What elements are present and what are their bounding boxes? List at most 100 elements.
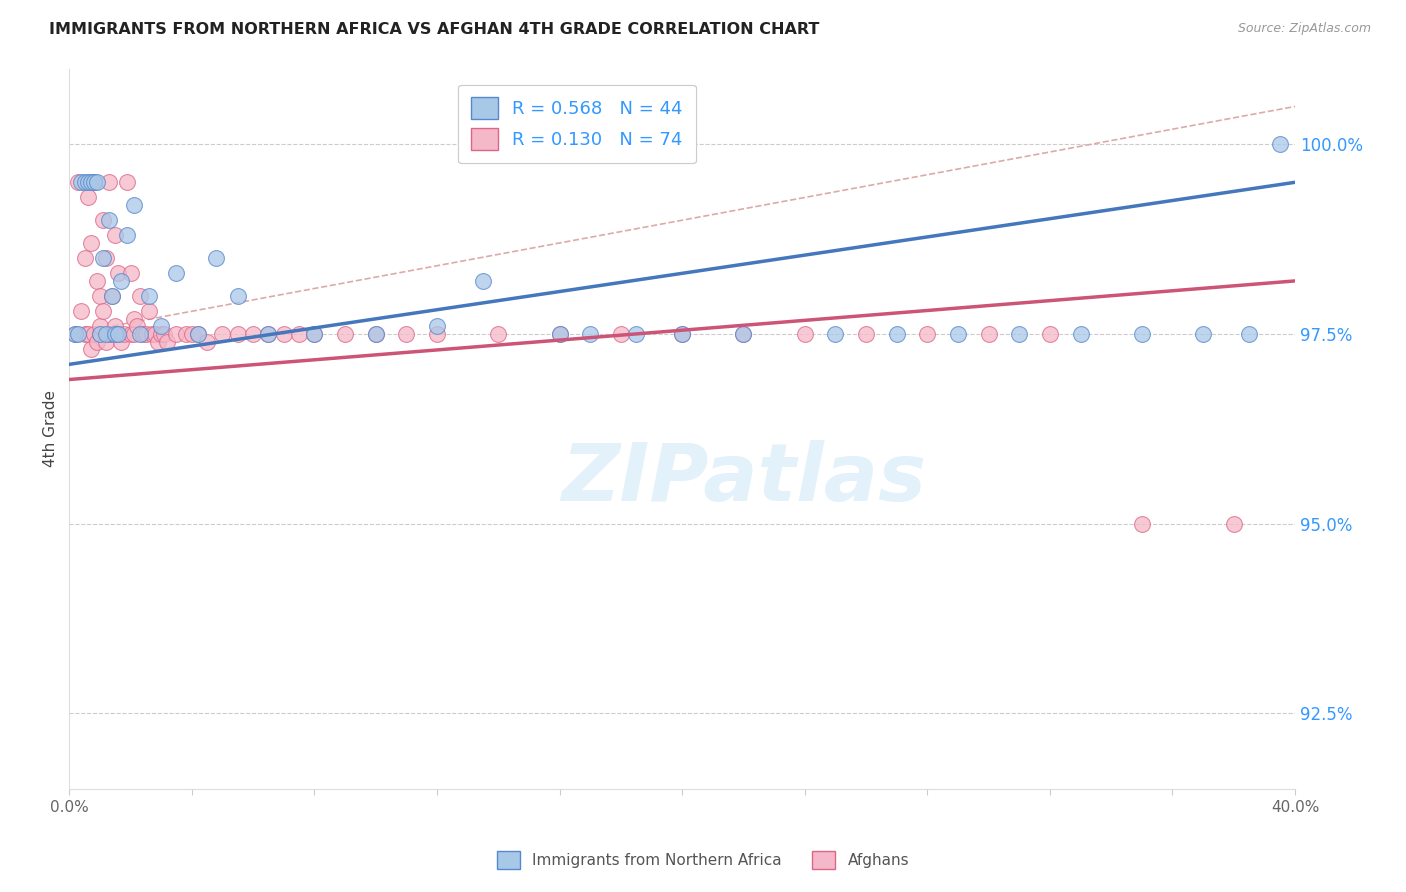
Point bbox=[79, 342, 101, 356]
Point bbox=[86, 334, 108, 349]
Point bbox=[579, 326, 602, 341]
Point bbox=[946, 326, 969, 341]
Point bbox=[610, 326, 633, 341]
Point bbox=[671, 326, 693, 341]
Point bbox=[156, 334, 179, 349]
Point bbox=[624, 326, 647, 341]
Point bbox=[128, 326, 150, 341]
Point bbox=[793, 326, 815, 341]
Point bbox=[132, 326, 155, 341]
Point bbox=[83, 175, 105, 189]
Point bbox=[733, 326, 755, 341]
Point bbox=[135, 326, 157, 341]
Point bbox=[83, 175, 105, 189]
Point bbox=[89, 326, 111, 341]
Point bbox=[150, 326, 173, 341]
Point bbox=[65, 326, 87, 341]
Point bbox=[67, 175, 90, 189]
Point bbox=[122, 311, 145, 326]
Point bbox=[117, 228, 139, 243]
Point bbox=[486, 326, 509, 341]
Point bbox=[187, 326, 209, 341]
Point bbox=[83, 326, 105, 341]
Point bbox=[180, 326, 202, 341]
Text: Source: ZipAtlas.com: Source: ZipAtlas.com bbox=[1237, 22, 1371, 36]
Legend: Immigrants from Northern Africa, Afghans: Immigrants from Northern Africa, Afghans bbox=[491, 845, 915, 875]
Point bbox=[122, 198, 145, 212]
Point bbox=[886, 326, 908, 341]
Point bbox=[104, 326, 127, 341]
Point bbox=[76, 190, 98, 204]
Point bbox=[150, 319, 173, 334]
Point bbox=[101, 326, 124, 341]
Point bbox=[426, 326, 449, 341]
Point bbox=[104, 228, 127, 243]
Point bbox=[91, 213, 114, 227]
Point bbox=[917, 326, 939, 341]
Point bbox=[117, 175, 139, 189]
Point bbox=[86, 274, 108, 288]
Y-axis label: 4th Grade: 4th Grade bbox=[44, 391, 58, 467]
Point bbox=[86, 175, 108, 189]
Point bbox=[855, 326, 877, 341]
Point bbox=[125, 319, 148, 334]
Point bbox=[67, 326, 90, 341]
Point bbox=[1130, 326, 1153, 341]
Point bbox=[1130, 516, 1153, 531]
Point bbox=[89, 319, 111, 334]
Point bbox=[226, 326, 249, 341]
Point bbox=[107, 326, 129, 341]
Point bbox=[1237, 326, 1260, 341]
Point bbox=[76, 175, 98, 189]
Point bbox=[94, 334, 117, 349]
Point bbox=[733, 326, 755, 341]
Point bbox=[1268, 137, 1291, 152]
Point bbox=[824, 326, 846, 341]
Point bbox=[304, 326, 326, 341]
Point bbox=[107, 266, 129, 280]
Point bbox=[112, 326, 135, 341]
Point bbox=[174, 326, 197, 341]
Point bbox=[257, 326, 280, 341]
Point bbox=[226, 289, 249, 303]
Text: IMMIGRANTS FROM NORTHERN AFRICA VS AFGHAN 4TH GRADE CORRELATION CHART: IMMIGRANTS FROM NORTHERN AFRICA VS AFGHA… bbox=[49, 22, 820, 37]
Point bbox=[120, 326, 142, 341]
Point bbox=[94, 251, 117, 265]
Point bbox=[1008, 326, 1031, 341]
Point bbox=[73, 251, 96, 265]
Point bbox=[977, 326, 1000, 341]
Point bbox=[671, 326, 693, 341]
Point bbox=[1192, 326, 1215, 341]
Point bbox=[242, 326, 264, 341]
Point bbox=[1069, 326, 1091, 341]
Point bbox=[195, 334, 218, 349]
Point bbox=[73, 175, 96, 189]
Point bbox=[364, 326, 387, 341]
Point bbox=[273, 326, 295, 341]
Point bbox=[110, 334, 132, 349]
Point bbox=[187, 326, 209, 341]
Point bbox=[211, 326, 233, 341]
Point bbox=[143, 326, 166, 341]
Point bbox=[166, 266, 188, 280]
Point bbox=[122, 326, 145, 341]
Point bbox=[73, 326, 96, 341]
Point bbox=[107, 326, 129, 341]
Legend: R = 0.568   N = 44, R = 0.130   N = 74: R = 0.568 N = 44, R = 0.130 N = 74 bbox=[458, 85, 696, 163]
Point bbox=[98, 175, 121, 189]
Point bbox=[257, 326, 280, 341]
Point bbox=[471, 274, 494, 288]
Point bbox=[548, 326, 571, 341]
Point bbox=[166, 326, 188, 341]
Point bbox=[141, 326, 163, 341]
Point bbox=[70, 175, 93, 189]
Point bbox=[98, 326, 121, 341]
Point bbox=[138, 304, 160, 318]
Point bbox=[138, 289, 160, 303]
Point bbox=[104, 319, 127, 334]
Point bbox=[120, 266, 142, 280]
Point bbox=[146, 334, 169, 349]
Point bbox=[79, 235, 101, 250]
Point bbox=[548, 326, 571, 341]
Point bbox=[94, 326, 117, 341]
